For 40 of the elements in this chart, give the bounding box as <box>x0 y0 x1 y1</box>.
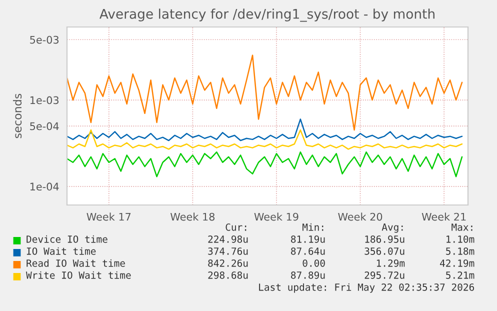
y-tick-label: 1e-03 <box>30 96 59 104</box>
y-tick-label: 5e-04 <box>30 122 59 130</box>
text: 0.00 <box>302 259 325 267</box>
text: 356.07u <box>364 247 404 255</box>
y-tick-label: 1e-04 <box>30 182 59 191</box>
x-tick-label: Week 20 <box>338 212 382 221</box>
text: 5.21m <box>446 271 474 279</box>
text: Max: <box>452 224 472 231</box>
text: 224.98u <box>208 235 248 243</box>
y-tick-label: 5e-03 <box>30 36 59 44</box>
legend-label: Read IO Wait time <box>26 259 125 267</box>
text: Last update: Fri May 22 02:35:37 2026 <box>259 283 474 293</box>
line-series <box>67 129 463 150</box>
text: Min: <box>302 223 324 231</box>
text: 186.95u <box>365 235 404 243</box>
text: Cur: <box>226 223 246 231</box>
text: 81.19u <box>291 235 325 243</box>
line-series <box>67 151 463 178</box>
text: 298.68u <box>208 271 248 279</box>
x-tick-label: Week 17 <box>86 212 131 221</box>
text: 42.19m <box>440 259 474 267</box>
chart-title: Average latency for /dev/ring1_sys/root - by month <box>100 8 434 22</box>
line-series <box>67 54 463 131</box>
line-series <box>67 118 463 142</box>
text: 5.18m <box>446 247 474 255</box>
legend-label: IO Wait time <box>26 247 96 255</box>
y-axis-title: seconds <box>13 94 22 138</box>
text: 1.29m <box>376 259 405 267</box>
x-tick-label: Week 19 <box>254 212 298 221</box>
legend-label: Write IO Wait time <box>26 271 131 279</box>
x-tick-label: Week 18 <box>170 212 215 221</box>
text: 1.10m <box>446 235 474 243</box>
x-tick-label: Week 21 <box>422 212 466 221</box>
text: 87.64u <box>291 247 325 255</box>
legend-label: Device IO time <box>26 235 108 243</box>
text: 842.26u <box>208 259 248 267</box>
text: 295.72u <box>364 271 404 279</box>
text: 87.89u <box>291 271 325 279</box>
text: 374.76u <box>208 247 248 255</box>
text: Avg: <box>382 224 403 233</box>
